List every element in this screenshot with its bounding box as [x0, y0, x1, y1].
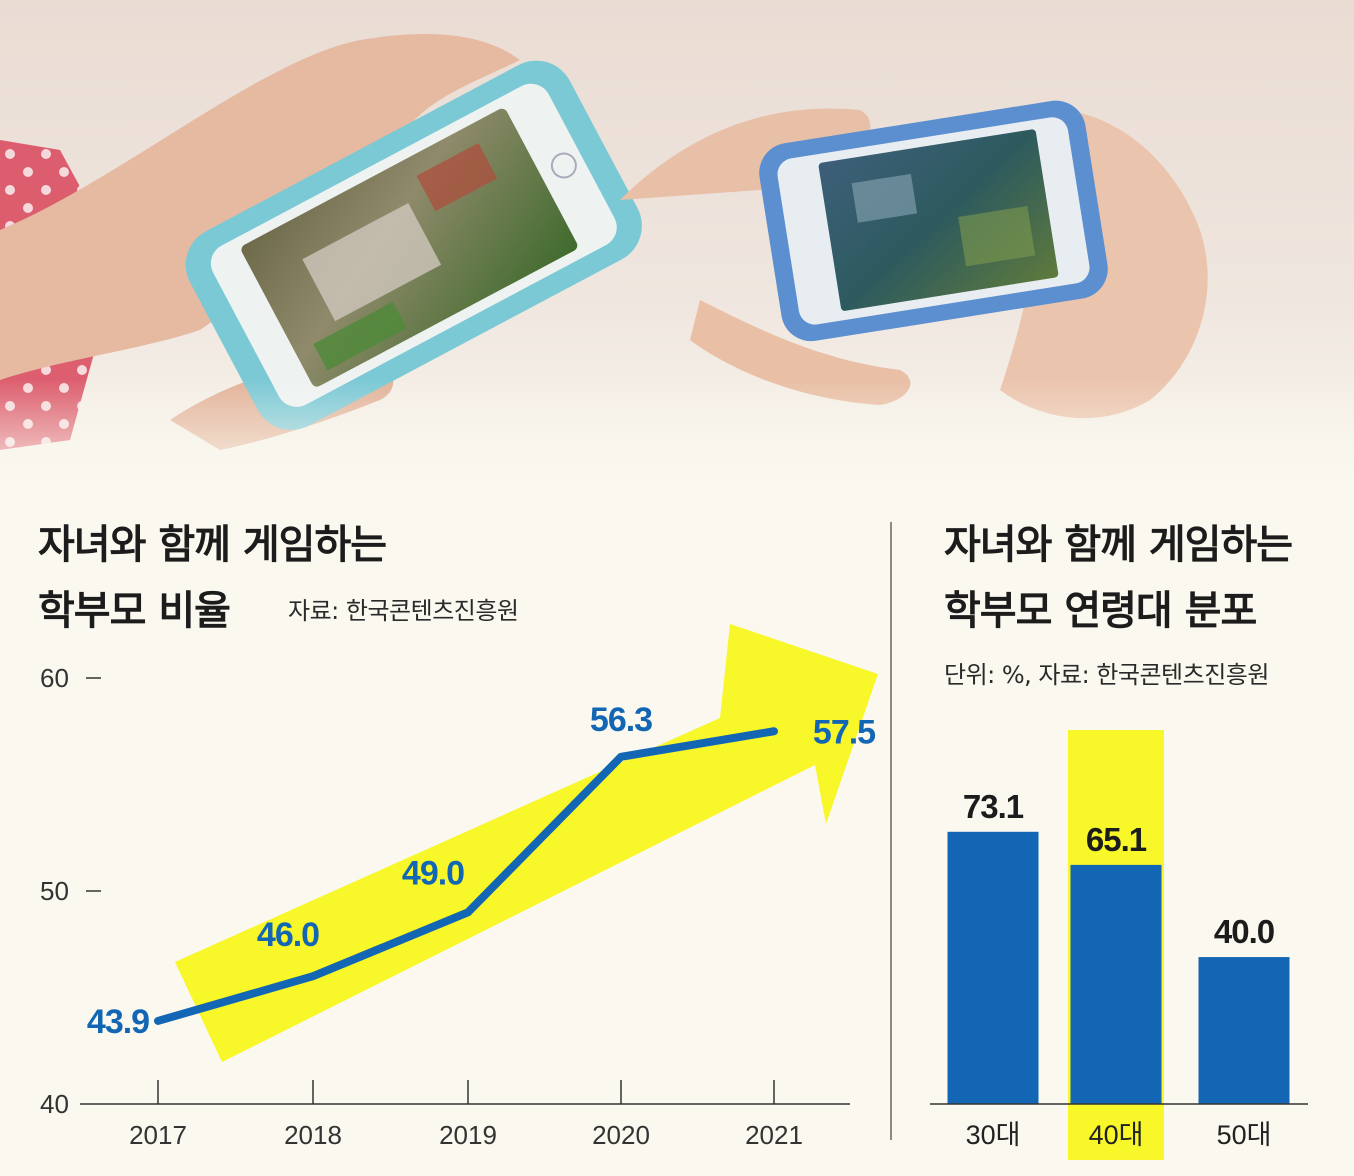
phone-game-photo-icon: [0, 0, 1354, 500]
bar-category-label-50대: 50대: [1217, 1120, 1272, 1150]
data-label-2018: 46.0: [257, 916, 319, 954]
y-tick-label-40: 40: [40, 1089, 69, 1119]
data-label-2021: 57.5: [813, 713, 875, 751]
series-line: [154, 727, 778, 1025]
bar-40대: [1070, 864, 1162, 1104]
bar-category-label-30대: 30대: [966, 1120, 1021, 1150]
line-chart-title-line-1: 자녀와 함께 게임하는: [38, 522, 387, 568]
x-tick-label-2020: 2020: [592, 1120, 650, 1150]
y-tick-label-50: 50: [40, 876, 69, 906]
data-label-2017: 43.9: [87, 1003, 149, 1041]
y-tick-label-60: 60: [40, 663, 69, 693]
bar-chart: 73.1 30대 65.1 40대 40.0 50대: [930, 730, 1308, 1160]
bar-chart-title-line-1: 자녀와 함께 게임하는: [944, 522, 1293, 568]
bar-chart-source: 단위: %, 자료: 한국콘텐츠진흥원: [944, 661, 1269, 689]
bar-30대: [947, 831, 1039, 1104]
bar-50대: [1198, 957, 1290, 1104]
line-chart-title: 자녀와 함께 게임하는 학부모 비율: [38, 517, 387, 639]
bar-value-label-50대: 40.0: [1214, 913, 1274, 950]
bar-category-label-40대: 40대: [1089, 1120, 1144, 1150]
bar-value-label-30대: 73.1: [963, 788, 1024, 825]
x-tick-label-2017: 2017: [129, 1120, 187, 1150]
bar-chart-title: 자녀와 함께 게임하는 학부모 연령대 분포: [944, 517, 1293, 639]
x-tick-label-2019: 2019: [439, 1120, 497, 1150]
x-tick-label-2018: 2018: [284, 1120, 342, 1150]
line-chart-title-line-2: 학부모 비율: [38, 588, 231, 634]
bar-value-label-40대: 65.1: [1086, 821, 1147, 858]
x-tick-label-2021: 2021: [745, 1120, 803, 1150]
data-label-2020: 56.3: [590, 701, 652, 739]
line-chart-source: 자료: 한국콘텐츠진흥원: [288, 597, 519, 625]
bar-chart-title-line-2: 학부모 연령대 분포: [944, 588, 1257, 634]
trend-arrow: [175, 624, 878, 1062]
line-chart: 40 50 60 2017 2018 2019 2020 2021 43.9 46.0 49.0 56…: [40, 624, 878, 1150]
data-label-2019: 49.0: [402, 854, 464, 892]
